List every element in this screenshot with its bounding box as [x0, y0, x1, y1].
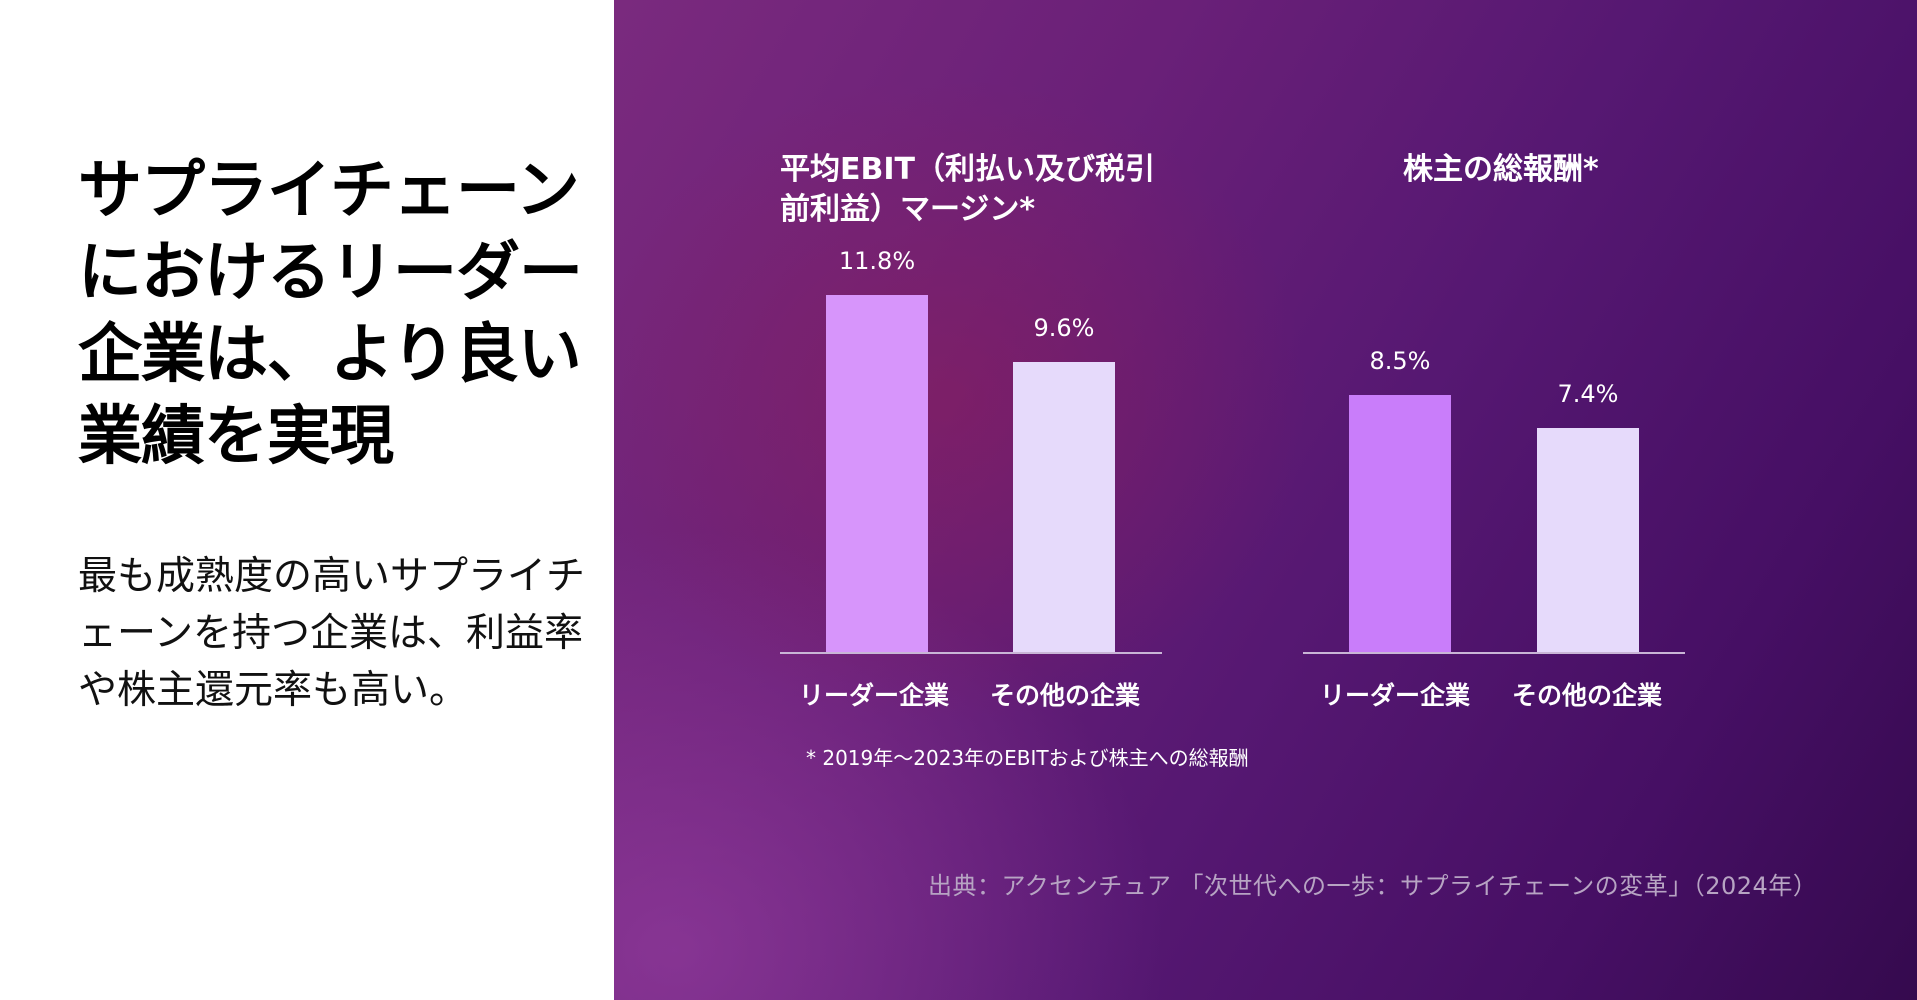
bar-tsr-leader: [1349, 394, 1451, 652]
category-label-ebit-others: その他の企業: [989, 681, 1140, 710]
bar-ebit-others: [1013, 361, 1115, 652]
footnote: * 2019年～2023年のEBITおよび株主への総報酬: [806, 746, 1249, 770]
chart-title-ebit-line1: 平均EBIT（利払い及び税引: [780, 152, 1155, 187]
category-label-tsr-leader: リーダー企業: [1319, 681, 1470, 710]
page-title: サプライチェーンにおけるリーダー企業は、より良い業績を実現: [78, 154, 583, 474]
chart-title-ebit: 平均EBIT（利払い及び税引 前利益）マージン*: [780, 150, 1155, 230]
chart-title-tsr-line1: 株主の総報酬*: [1403, 152, 1599, 187]
page-subtitle: 最も成熟度の高いサプライチェーンを持つ企業は、利益率や株主還元率も高い。: [78, 554, 586, 713]
left-panel: サプライチェーンにおけるリーダー企業は、より良い業績を実現 最も成熟度の高いサプ…: [0, 0, 614, 1000]
bar-tsr-others: [1537, 428, 1639, 652]
data-label-ebit-others: 9.6%: [1033, 313, 1095, 342]
data-label-ebit-leader: 11.8%: [838, 247, 916, 276]
category-label-ebit-leader: リーダー企業: [798, 681, 949, 710]
chart-title-ebit-line2: 前利益）マージン*: [780, 192, 1036, 227]
bar-ebit-leader: [826, 295, 928, 652]
source-citation: 出典：アクセンチュア 「次世代への一歩：サプライチェーンの変革」（2024年）: [928, 872, 1818, 900]
category-label-tsr-others: その他の企業: [1511, 681, 1662, 710]
data-label-tsr-leader: 8.5%: [1369, 346, 1431, 375]
chart-baseline-tsr: [1303, 652, 1685, 654]
chart-title-tsr: 株主の総報酬*: [1403, 150, 1599, 190]
data-label-tsr-others: 7.4%: [1557, 380, 1619, 409]
chart-baseline-ebit: [780, 652, 1162, 654]
